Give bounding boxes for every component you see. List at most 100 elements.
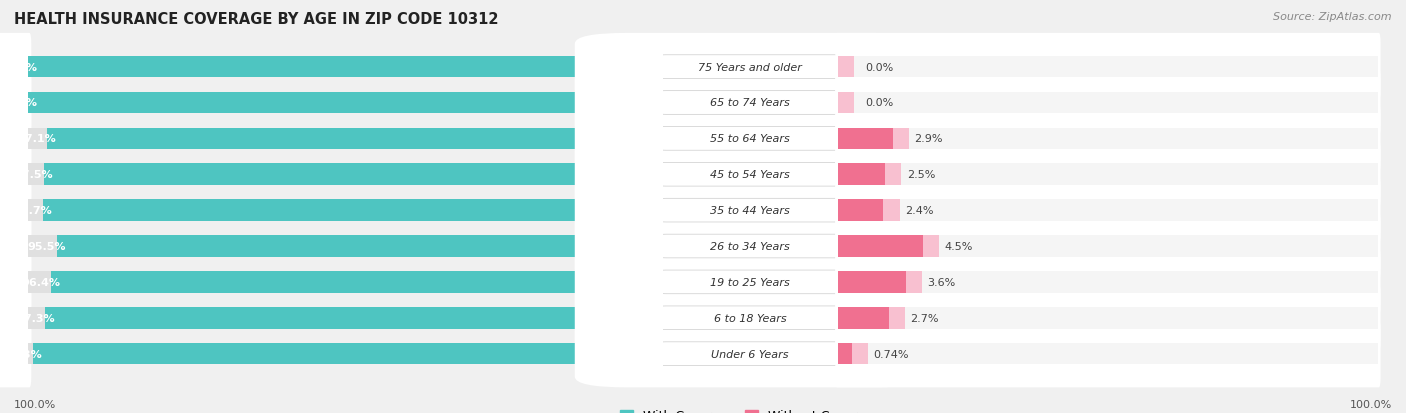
Bar xyxy=(28,200,662,221)
FancyBboxPatch shape xyxy=(659,230,841,263)
FancyBboxPatch shape xyxy=(657,235,844,258)
Text: 26 to 34 Years: 26 to 34 Years xyxy=(710,242,790,252)
Text: 45 to 54 Years: 45 to 54 Years xyxy=(710,170,790,180)
FancyBboxPatch shape xyxy=(575,285,925,351)
Bar xyxy=(28,236,662,257)
FancyBboxPatch shape xyxy=(657,123,662,156)
FancyBboxPatch shape xyxy=(575,177,925,244)
Bar xyxy=(838,200,900,221)
Bar xyxy=(838,271,905,293)
Text: 100.0%: 100.0% xyxy=(14,399,56,409)
FancyBboxPatch shape xyxy=(0,177,31,244)
FancyBboxPatch shape xyxy=(838,337,844,370)
Bar xyxy=(45,307,662,329)
FancyBboxPatch shape xyxy=(835,249,1381,316)
FancyBboxPatch shape xyxy=(657,194,662,227)
Bar xyxy=(44,164,662,185)
Bar xyxy=(838,164,1378,185)
Text: 19 to 25 Years: 19 to 25 Years xyxy=(710,277,790,287)
FancyBboxPatch shape xyxy=(657,51,662,84)
Bar xyxy=(28,343,662,365)
FancyBboxPatch shape xyxy=(659,301,841,335)
Bar xyxy=(838,128,908,150)
Bar xyxy=(838,164,901,185)
FancyBboxPatch shape xyxy=(657,230,662,263)
FancyBboxPatch shape xyxy=(659,266,841,299)
FancyBboxPatch shape xyxy=(835,285,1381,351)
Bar xyxy=(28,93,662,114)
FancyBboxPatch shape xyxy=(838,266,844,299)
Bar xyxy=(838,128,893,150)
Bar xyxy=(28,57,662,78)
Text: 97.7%: 97.7% xyxy=(14,206,52,216)
Bar xyxy=(838,307,889,329)
FancyBboxPatch shape xyxy=(575,141,925,209)
FancyBboxPatch shape xyxy=(838,301,844,335)
Bar xyxy=(838,271,922,293)
FancyBboxPatch shape xyxy=(0,105,31,173)
Bar xyxy=(838,93,855,114)
Text: 75 Years and older: 75 Years and older xyxy=(699,62,803,72)
FancyBboxPatch shape xyxy=(657,56,844,79)
Text: 35 to 44 Years: 35 to 44 Years xyxy=(710,206,790,216)
Text: 97.5%: 97.5% xyxy=(15,170,53,180)
FancyBboxPatch shape xyxy=(657,337,662,370)
Bar xyxy=(51,271,662,293)
Text: 0.0%: 0.0% xyxy=(865,62,893,72)
FancyBboxPatch shape xyxy=(835,177,1381,244)
Bar xyxy=(838,57,1378,78)
Bar xyxy=(838,307,1378,329)
FancyBboxPatch shape xyxy=(659,123,841,156)
Bar xyxy=(838,271,1378,293)
FancyBboxPatch shape xyxy=(657,87,662,120)
FancyBboxPatch shape xyxy=(838,123,844,156)
FancyBboxPatch shape xyxy=(657,127,844,151)
Text: HEALTH INSURANCE COVERAGE BY AGE IN ZIP CODE 10312: HEALTH INSURANCE COVERAGE BY AGE IN ZIP … xyxy=(14,12,499,27)
FancyBboxPatch shape xyxy=(838,51,844,84)
FancyBboxPatch shape xyxy=(657,91,844,115)
Bar xyxy=(838,164,886,185)
Bar xyxy=(28,307,662,329)
Text: 3.6%: 3.6% xyxy=(928,277,956,287)
Text: 95.5%: 95.5% xyxy=(28,242,66,252)
Text: 4.5%: 4.5% xyxy=(945,242,973,252)
Text: 2.5%: 2.5% xyxy=(907,170,935,180)
FancyBboxPatch shape xyxy=(0,141,31,209)
FancyBboxPatch shape xyxy=(657,271,844,294)
FancyBboxPatch shape xyxy=(659,158,841,191)
FancyBboxPatch shape xyxy=(657,158,662,191)
Text: 0.74%: 0.74% xyxy=(873,349,910,359)
Text: 99.3%: 99.3% xyxy=(3,349,42,359)
FancyBboxPatch shape xyxy=(659,51,841,84)
FancyBboxPatch shape xyxy=(838,87,844,120)
Bar xyxy=(46,128,662,150)
FancyBboxPatch shape xyxy=(659,337,841,370)
Text: 65 to 74 Years: 65 to 74 Years xyxy=(710,98,790,108)
Bar xyxy=(838,93,1378,114)
Text: 100.0%: 100.0% xyxy=(0,62,38,72)
FancyBboxPatch shape xyxy=(657,301,662,335)
FancyBboxPatch shape xyxy=(575,105,925,173)
FancyBboxPatch shape xyxy=(0,34,31,101)
Bar xyxy=(838,236,939,257)
Bar xyxy=(28,128,662,150)
Legend: With Coverage, Without Coverage: With Coverage, Without Coverage xyxy=(614,404,886,413)
FancyBboxPatch shape xyxy=(835,105,1381,173)
Bar xyxy=(838,307,905,329)
FancyBboxPatch shape xyxy=(657,342,844,366)
Bar xyxy=(56,236,662,257)
Bar xyxy=(838,236,922,257)
FancyBboxPatch shape xyxy=(575,34,925,101)
FancyBboxPatch shape xyxy=(0,285,31,351)
Text: 2.4%: 2.4% xyxy=(905,206,934,216)
FancyBboxPatch shape xyxy=(0,70,31,137)
FancyBboxPatch shape xyxy=(835,34,1381,101)
Text: 6 to 18 Years: 6 to 18 Years xyxy=(714,313,786,323)
Text: 97.1%: 97.1% xyxy=(17,134,56,144)
FancyBboxPatch shape xyxy=(835,213,1381,280)
FancyBboxPatch shape xyxy=(659,87,841,120)
Bar xyxy=(28,93,662,114)
Bar xyxy=(42,200,662,221)
FancyBboxPatch shape xyxy=(0,249,31,316)
FancyBboxPatch shape xyxy=(835,141,1381,209)
